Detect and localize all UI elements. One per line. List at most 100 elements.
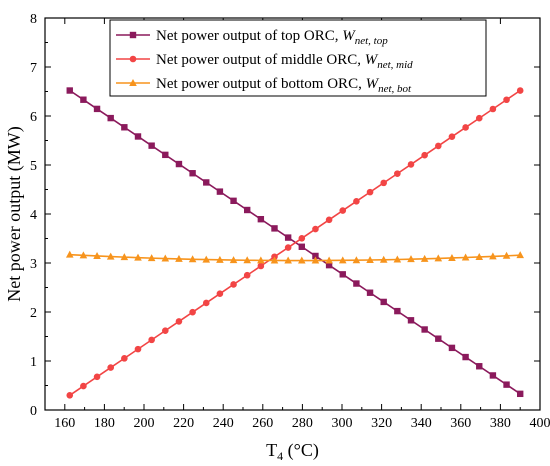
x-tick-label: 220 [173, 416, 194, 431]
data-point [325, 261, 333, 269]
data-point [243, 256, 251, 264]
data-point [407, 161, 415, 168]
data-point [325, 216, 333, 224]
data-point [134, 253, 142, 261]
data-point [93, 373, 101, 381]
legend-label-text: Net power output of bottom ORC, [156, 76, 366, 92]
data-point [120, 253, 129, 261]
x-tick-label: 260 [252, 416, 273, 431]
data-point [66, 87, 73, 94]
data-point [407, 317, 415, 324]
data-point [394, 307, 401, 315]
x-axis-title: T4 (°C) [266, 440, 319, 463]
data-point [175, 254, 183, 262]
data-point [489, 105, 497, 113]
data-point [462, 124, 469, 131]
data-point [93, 251, 101, 259]
legend-marker [129, 31, 137, 39]
data-point [203, 179, 210, 186]
data-point [503, 381, 510, 388]
x-tick-label: 400 [530, 416, 550, 431]
data-point [516, 251, 524, 259]
data-point [65, 250, 74, 258]
data-point [312, 252, 319, 260]
data-point [461, 253, 470, 261]
series-line [69, 89, 521, 396]
x-tick-label: 200 [134, 416, 155, 431]
y-tick-label: 3 [30, 257, 37, 272]
x-axis-title-subscript: 4 [277, 449, 283, 463]
data-point [121, 355, 128, 362]
data-point [475, 252, 484, 260]
y-tick-label: 5 [30, 159, 37, 174]
data-point [134, 133, 142, 140]
data-point [148, 142, 155, 149]
data-point [284, 244, 292, 251]
data-point [147, 254, 156, 262]
y-tick-label: 7 [30, 61, 37, 76]
data-point [312, 225, 319, 233]
legend-label: Net power output of top ORC, Wnet, top [156, 28, 388, 47]
data-point [448, 133, 456, 140]
x-tick-label: 380 [490, 416, 511, 431]
data-point [175, 160, 183, 168]
data-point [353, 198, 360, 205]
data-point [517, 390, 524, 398]
data-point [421, 326, 428, 333]
data-point [161, 254, 170, 262]
series-layer [65, 87, 524, 399]
data-point [162, 327, 169, 334]
data-point [448, 253, 456, 261]
data-point [339, 207, 347, 214]
data-point [189, 308, 196, 316]
data-point [271, 225, 278, 232]
data-point [298, 234, 306, 242]
series-line [69, 253, 521, 262]
x-tick-label: 280 [292, 416, 313, 431]
x-tick-label: 360 [450, 416, 471, 431]
data-point [435, 142, 442, 150]
y-tick-label: 6 [30, 110, 37, 125]
data-point [93, 105, 101, 113]
data-point [257, 256, 265, 264]
data-point [502, 251, 511, 259]
data-point [80, 382, 87, 390]
data-point [366, 256, 374, 264]
data-point [503, 96, 510, 104]
legend-label: Net power output of middle ORC, Wnet, mi… [156, 52, 413, 71]
legend-label: Net power output of bottom ORC, Wnet, bo… [156, 76, 412, 95]
data-point [66, 392, 74, 399]
x-tick-label: 160 [54, 416, 75, 431]
data-point [380, 179, 388, 187]
data-point [216, 290, 224, 298]
data-point [107, 364, 114, 371]
legend-symbol: W [365, 52, 379, 68]
legend-marker [129, 79, 137, 86]
data-point [379, 255, 388, 263]
data-point [134, 345, 142, 353]
legend-box [109, 19, 487, 97]
y-tick-label: 8 [30, 12, 37, 27]
data-point [257, 215, 265, 223]
legend-symbol: W [366, 76, 380, 92]
data-point [394, 170, 401, 177]
data-point [284, 256, 292, 264]
legend-label-text: Net power output of middle ORC, [156, 52, 365, 68]
data-point [421, 151, 428, 159]
data-point [229, 256, 238, 264]
data-point [352, 256, 361, 264]
x-tick-label: 340 [411, 416, 432, 431]
x-tick-label: 320 [371, 416, 392, 431]
data-point [298, 256, 306, 264]
data-point [148, 336, 155, 344]
y-tick-label: 0 [30, 404, 37, 419]
data-point [107, 114, 114, 122]
y-tick-label: 1 [30, 355, 37, 370]
data-point [366, 289, 374, 296]
data-point [448, 344, 456, 352]
data-point [434, 254, 443, 262]
axes: 160 180 200 220 240 260 280 300 320 340 360 380 400 0… [30, 12, 550, 431]
series-middle [66, 87, 524, 399]
legend: Net power output of top ORC, Wnet, top Ne… [109, 19, 487, 97]
